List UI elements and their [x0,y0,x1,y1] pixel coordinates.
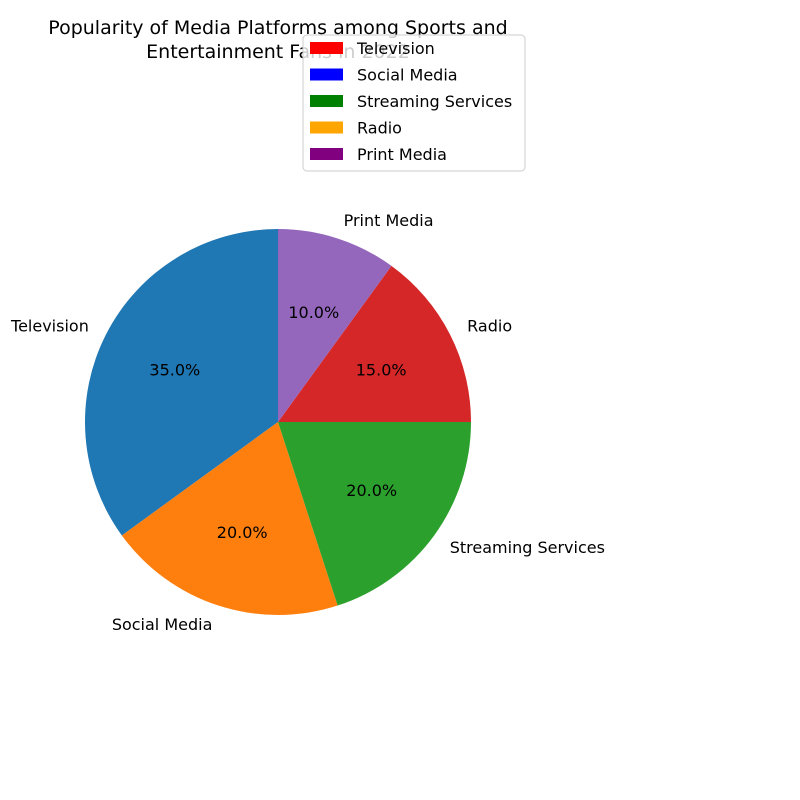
category-label: Television [10,317,89,336]
category-label: Social Media [112,615,213,634]
legend-swatch [310,121,343,134]
legend-label: Streaming Services [357,92,512,111]
legend-swatch [310,68,343,81]
pie-slice-streaming-services [278,422,471,606]
pie-slice-radio [278,265,471,422]
pie-slice-television [84,229,278,536]
category-labels: Television Social Media Streaming Services… [10,211,605,634]
legend: Television Social Media Streaming Services… [302,34,526,172]
percent-label: 10.0% [288,303,339,322]
category-label: Print Media [344,211,434,230]
percent-label: 35.0% [149,360,200,379]
legend-swatch [310,95,343,107]
legend-frame [302,34,526,172]
category-label: Radio [467,317,512,336]
percent-label: 15.0% [356,360,407,379]
percent-labels: 35.0% 20.0% 20.0% 15.0% 10.0% [149,303,406,542]
category-label: Streaming Services [450,538,605,557]
percent-label: 20.0% [346,481,397,500]
legend-label: Radio [357,119,402,138]
legend-swatch [310,42,343,54]
percent-label: 20.0% [217,523,268,542]
pie-slice-print-media [278,229,392,422]
pie-slices [84,229,471,615]
legend-swatch [310,148,343,160]
chart-title-line-1: Popularity of Media Platforms among Spor… [48,17,507,39]
legend-label: Social Media [357,66,458,85]
legend-label: Print Media [357,145,447,164]
pie-slice-social-media [121,422,338,615]
legend-label: Television [356,39,435,58]
